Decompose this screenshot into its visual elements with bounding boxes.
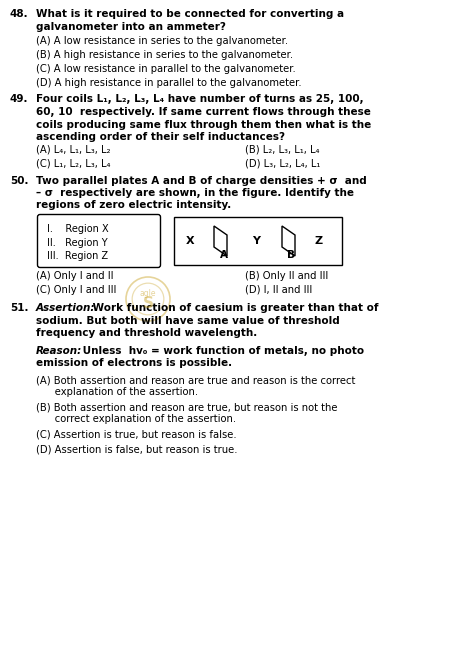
Text: Two parallel plates A and B of charge densities + σ  and: Two parallel plates A and B of charge de… [36, 175, 367, 185]
Text: sodium. But both will have same value of threshold: sodium. But both will have same value of… [36, 316, 340, 326]
Text: (C) L₁, L₂, L₃, L₄: (C) L₁, L₂, L₃, L₄ [36, 159, 110, 169]
Text: correct explanation of the assertion.: correct explanation of the assertion. [36, 414, 236, 424]
Text: 60, 10  respectively. If same current flows through these: 60, 10 respectively. If same current flo… [36, 107, 371, 117]
Text: A: A [219, 250, 228, 260]
Text: regions of zero electric intensity.: regions of zero electric intensity. [36, 201, 231, 211]
Bar [174, 217, 342, 265]
Text: (D) Assertion is false, but reason is true.: (D) Assertion is false, but reason is tr… [36, 445, 237, 455]
Text: (C) Only I and III: (C) Only I and III [36, 285, 117, 295]
Text: (A) A low resistance in series to the galvanometer.: (A) A low resistance in series to the ga… [36, 35, 288, 45]
Polygon shape [282, 226, 295, 256]
Text: Assertion:: Assertion: [36, 303, 95, 313]
Text: Unless  hv₀ = work function of metals, no photo: Unless hv₀ = work function of metals, no… [79, 345, 364, 355]
FancyBboxPatch shape [37, 215, 161, 268]
Text: 50.: 50. [10, 175, 28, 185]
Text: (C) A low resistance in parallel to the galvanometer.: (C) A low resistance in parallel to the … [36, 64, 296, 74]
Text: Work function of caesium is greater than that of: Work function of caesium is greater than… [89, 303, 379, 313]
Text: 51.: 51. [10, 303, 28, 313]
Text: – σ  respectively are shown, in the figure. Identify the: – σ respectively are shown, in the figur… [36, 188, 354, 198]
Text: explanation of the assertion.: explanation of the assertion. [36, 387, 198, 397]
Text: 49.: 49. [10, 94, 28, 104]
Polygon shape [214, 226, 227, 256]
Text: agle: agle [140, 290, 156, 298]
Text: ascending order of their self inductances?: ascending order of their self inductance… [36, 132, 285, 142]
Text: X: X [186, 236, 194, 246]
Text: What is it required to be connected for converting a: What is it required to be connected for … [36, 9, 344, 19]
Text: S: S [143, 296, 154, 310]
Text: (B) L₂, L₃, L₁, L₄: (B) L₂, L₃, L₁, L₄ [245, 145, 319, 155]
Text: 48.: 48. [10, 9, 28, 19]
Text: I.    Region X: I. Region X [47, 224, 109, 234]
Text: II.   Region Y: II. Region Y [47, 237, 108, 248]
Text: Reason:: Reason: [36, 345, 82, 355]
Text: (B) Only II and III: (B) Only II and III [245, 271, 328, 281]
Text: (B) Both assertion and reason are true, but reason is not the: (B) Both assertion and reason are true, … [36, 403, 337, 413]
Text: Y: Y [252, 236, 260, 246]
Text: (D) A high resistance in parallel to the galvanometer.: (D) A high resistance in parallel to the… [36, 78, 301, 88]
Text: (D) L₃, L₂, L₄, L₁: (D) L₃, L₂, L₄, L₁ [245, 159, 320, 169]
Text: III.  Region Z: III. Region Z [47, 251, 108, 261]
Text: galvanometer into an ammeter?: galvanometer into an ammeter? [36, 21, 226, 31]
Text: coils producing same flux through them then what is the: coils producing same flux through them t… [36, 120, 371, 130]
Text: (A) Both assertion and reason are true and reason is the correct: (A) Both assertion and reason are true a… [36, 375, 356, 385]
Text: B: B [288, 250, 295, 260]
Text: (A) L₄, L₁, L₃, L₂: (A) L₄, L₁, L₃, L₂ [36, 145, 110, 155]
Text: Four coils L₁, L₂, L₃, L₄ have number of turns as 25, 100,: Four coils L₁, L₂, L₃, L₄ have number of… [36, 94, 364, 104]
Text: frequency and threshold wavelength.: frequency and threshold wavelength. [36, 328, 257, 338]
Text: Z: Z [315, 236, 323, 246]
Text: (D) I, II and III: (D) I, II and III [245, 285, 312, 295]
Text: (C) Assertion is true, but reason is false.: (C) Assertion is true, but reason is fal… [36, 429, 237, 440]
Text: emission of electrons is possible.: emission of electrons is possible. [36, 358, 232, 368]
Text: (B) A high resistance in series to the galvanometer.: (B) A high resistance in series to the g… [36, 50, 293, 60]
Text: (A) Only I and II: (A) Only I and II [36, 271, 113, 281]
